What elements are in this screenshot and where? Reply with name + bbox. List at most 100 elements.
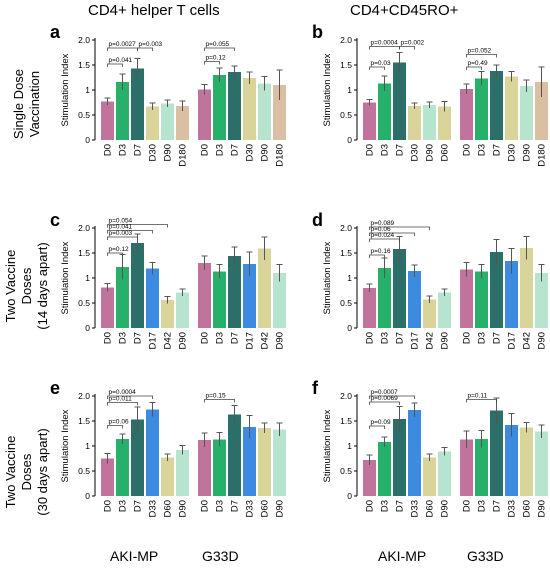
bar xyxy=(101,287,114,328)
x-tick-label: D7 xyxy=(395,144,406,156)
significance-bracket xyxy=(107,425,123,429)
bar xyxy=(161,103,174,140)
bar xyxy=(520,427,533,496)
y-tick-label: 1 xyxy=(85,441,90,451)
p-value-label: p=0.041 xyxy=(109,224,133,231)
panel-letter: a xyxy=(50,22,61,42)
x-tick-label: D90 xyxy=(178,332,189,349)
p-value-label: p=0.0004 xyxy=(371,40,399,47)
bar xyxy=(460,269,473,328)
significance-bracket xyxy=(107,224,168,228)
bar xyxy=(243,264,256,328)
y-axis-label: Stimulation Index xyxy=(60,241,71,314)
x-tick-label: D0 xyxy=(103,332,114,344)
bar xyxy=(131,419,144,496)
x-tick-label: D90 xyxy=(275,332,286,349)
x-tick-label: D90 xyxy=(537,500,548,517)
bar xyxy=(378,83,391,140)
x-tick-label: D33 xyxy=(245,500,256,517)
bar xyxy=(408,106,421,140)
x-tick-label: D17 xyxy=(410,332,421,349)
y-tick-label: 1 xyxy=(347,273,352,283)
bar xyxy=(408,410,421,496)
x-tick-label: D7 xyxy=(395,332,406,344)
bar xyxy=(116,439,129,496)
y-tick-label: 0 xyxy=(347,323,352,333)
y-tick-label: 1.5 xyxy=(340,416,352,426)
x-tick-label: D0 xyxy=(200,332,211,344)
p-value-label: p=0.03 xyxy=(371,60,391,67)
y-axis-label: Stimulation Index xyxy=(60,53,71,126)
bar xyxy=(460,89,473,140)
y-tick-label: 2.0 xyxy=(340,223,352,233)
p-value-label: p=0.0004 xyxy=(109,389,137,396)
y-tick-label: 0 xyxy=(347,135,352,145)
panel-letter: c xyxy=(50,210,60,230)
bar xyxy=(213,271,226,328)
x-tick-label: D0 xyxy=(200,500,211,512)
group-label-g33d-right: G33D xyxy=(467,548,504,564)
x-tick-label: D42 xyxy=(260,332,271,349)
x-tick-label: D3 xyxy=(380,332,391,344)
bar xyxy=(423,105,436,140)
significance-bracket xyxy=(369,232,415,236)
bar xyxy=(393,249,406,328)
x-tick-label: D7 xyxy=(395,500,406,512)
significance-bracket xyxy=(369,46,400,50)
y-tick-label: 0.5 xyxy=(78,466,90,476)
significance-bracket xyxy=(137,47,153,51)
x-tick-label: D3 xyxy=(477,332,488,344)
x-tick-label: D7 xyxy=(230,144,241,156)
x-tick-label: D7 xyxy=(230,500,241,512)
bar xyxy=(520,86,533,140)
p-value-label: p=0.089 xyxy=(371,220,395,227)
y-tick-label: 0 xyxy=(85,323,90,333)
bar xyxy=(423,299,436,328)
x-tick-label: D60 xyxy=(522,500,533,517)
bar xyxy=(176,450,189,496)
significance-bracket xyxy=(369,395,415,399)
bar xyxy=(490,252,503,328)
bar xyxy=(393,419,406,496)
panel-letter: d xyxy=(312,210,323,230)
x-tick-label: D3 xyxy=(380,144,391,156)
bar xyxy=(363,288,376,328)
p-value-label: p=0.06 xyxy=(371,226,391,233)
p-value-label: p=0.0007 xyxy=(371,389,399,396)
bar xyxy=(505,425,518,496)
x-tick-label: D42 xyxy=(425,332,436,349)
p-value-label: p=0.002 xyxy=(401,40,425,47)
bar xyxy=(520,248,533,328)
bar xyxy=(363,102,376,140)
x-tick-label: D7 xyxy=(133,144,144,156)
bar xyxy=(131,68,144,140)
bar xyxy=(423,457,436,496)
significance-bracket xyxy=(369,226,430,230)
x-tick-label: D33 xyxy=(148,500,159,517)
bar xyxy=(176,106,189,140)
bar xyxy=(228,256,241,328)
bar xyxy=(116,82,129,140)
bar xyxy=(438,451,451,496)
significance-bracket xyxy=(107,47,138,51)
group-label-aki-mp-right: AKI-MP xyxy=(378,548,427,564)
significance-bracket xyxy=(369,425,385,429)
x-tick-label: D0 xyxy=(365,500,376,512)
x-tick-label: D60 xyxy=(260,500,271,517)
x-tick-label: D42 xyxy=(163,332,174,349)
bar xyxy=(438,292,451,328)
p-value-label: p=0.003 xyxy=(139,41,163,48)
y-tick-label: 1.5 xyxy=(340,60,352,70)
bar xyxy=(363,460,376,496)
y-axis-label: Stimulation Index xyxy=(60,409,71,482)
bar xyxy=(213,75,226,140)
bar xyxy=(273,429,286,496)
y-tick-label: 0 xyxy=(85,135,90,145)
significance-bracket xyxy=(107,395,153,399)
y-tick-label: 1 xyxy=(85,273,90,283)
y-tick-label: 1 xyxy=(347,85,352,95)
bar xyxy=(535,273,548,328)
x-tick-label: D30 xyxy=(410,144,421,161)
x-tick-label: D0 xyxy=(462,500,473,512)
bar xyxy=(228,72,241,140)
